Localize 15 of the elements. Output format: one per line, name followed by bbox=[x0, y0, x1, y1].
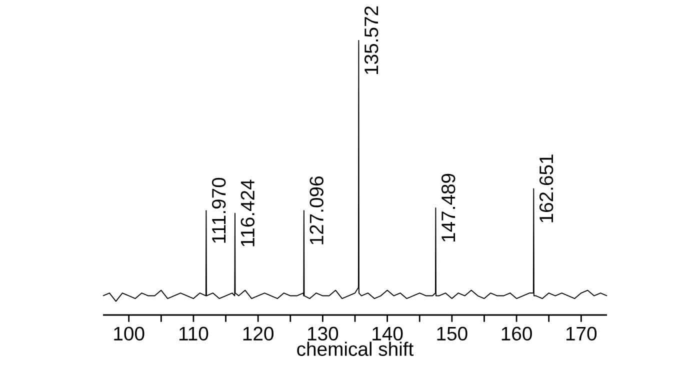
annotation: 111.970 bbox=[212, 178, 226, 243]
x-tick-label: 160 bbox=[502, 326, 532, 341]
annotation: 116.424 bbox=[240, 180, 255, 246]
x-tick-label: 100 bbox=[114, 326, 144, 341]
annotation: 127.096 bbox=[310, 176, 324, 244]
x-tick-label: 130 bbox=[308, 326, 338, 341]
x-tick-label: 150 bbox=[437, 326, 468, 341]
x-tick-label: 110 bbox=[179, 326, 208, 341]
x-tick-label: 140 bbox=[372, 326, 403, 341]
annotation: 147.489 bbox=[441, 174, 456, 242]
x-axis-title: chemical shift bbox=[297, 342, 414, 356]
annotation: 162.651 bbox=[539, 154, 554, 222]
x-tick-label: 120 bbox=[243, 326, 274, 341]
x-tick-label: 170 bbox=[566, 326, 597, 341]
annotation: 135.572 bbox=[364, 6, 378, 74]
